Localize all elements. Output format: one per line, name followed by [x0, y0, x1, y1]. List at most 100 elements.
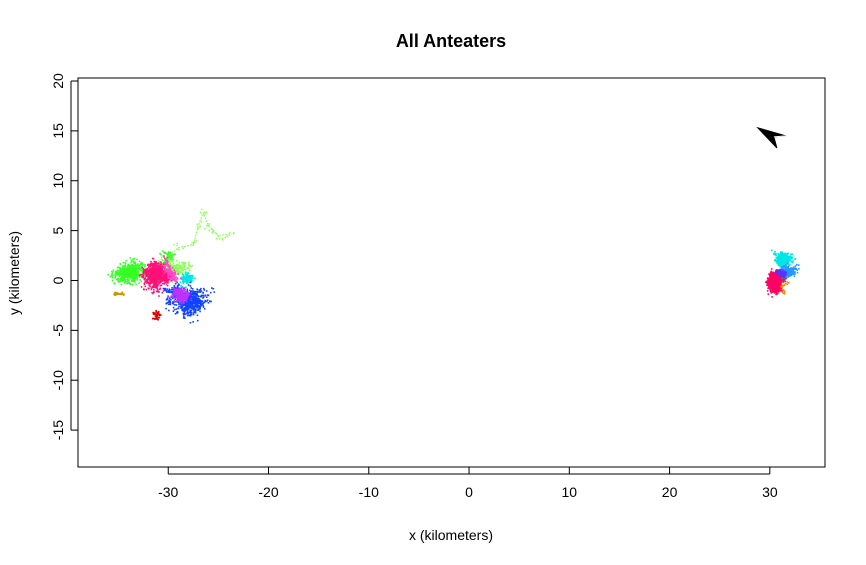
data-point	[130, 266, 133, 269]
data-point	[135, 273, 138, 275]
data-point	[161, 267, 163, 270]
data-point	[180, 270, 182, 273]
data-point	[120, 292, 123, 295]
data-point	[167, 280, 169, 282]
data-point	[153, 285, 155, 288]
data-point	[185, 291, 187, 294]
data-point	[189, 314, 192, 317]
data-point	[123, 281, 126, 284]
data-point	[176, 242, 178, 245]
data-point	[129, 282, 131, 285]
data-point	[784, 254, 787, 256]
data-point	[116, 273, 119, 275]
data-point	[153, 312, 156, 314]
data-point	[148, 279, 151, 281]
data-point	[169, 275, 171, 278]
data-point	[205, 290, 208, 292]
data-point	[776, 258, 779, 261]
data-point	[129, 257, 132, 259]
data-point	[196, 304, 199, 307]
data-point	[792, 273, 794, 276]
data-point	[181, 265, 183, 268]
data-point	[183, 265, 186, 268]
data-point	[136, 274, 138, 276]
data-point	[161, 273, 164, 276]
data-point	[139, 273, 141, 276]
data-point	[768, 286, 771, 289]
data-point	[123, 277, 126, 280]
data-point	[195, 308, 197, 311]
data-point	[779, 270, 781, 273]
data-point	[212, 230, 215, 232]
data-point	[134, 268, 136, 270]
data-point	[188, 293, 190, 296]
data-point	[178, 294, 180, 296]
data-point	[167, 303, 170, 306]
data-point	[128, 269, 131, 272]
data-point	[177, 299, 180, 302]
data-point	[771, 288, 773, 291]
data-point	[184, 292, 186, 295]
data-point	[153, 283, 156, 286]
data-point	[156, 268, 159, 271]
data-point	[119, 262, 122, 265]
data-point	[186, 291, 189, 294]
data-point	[166, 267, 169, 269]
data-point	[199, 295, 202, 298]
data-point	[146, 274, 148, 277]
data-point	[183, 287, 186, 289]
data-point	[150, 287, 153, 289]
data-point	[147, 275, 150, 277]
data-point	[157, 318, 159, 321]
data-point	[794, 265, 797, 267]
data-point	[124, 280, 127, 283]
data-point	[178, 305, 180, 308]
data-point	[187, 307, 190, 309]
data-point	[785, 270, 787, 272]
data-point	[774, 277, 776, 279]
data-point	[771, 249, 773, 252]
series-8	[113, 291, 125, 296]
data-point	[163, 251, 165, 254]
data-point	[154, 318, 156, 320]
data-point	[153, 270, 156, 273]
data-point	[155, 280, 157, 283]
data-point	[199, 310, 201, 313]
data-point	[111, 272, 113, 275]
data-point	[151, 276, 153, 279]
data-point	[178, 249, 180, 251]
data-point	[131, 283, 134, 286]
data-point	[155, 277, 158, 280]
data-point	[782, 277, 785, 279]
data-point	[125, 267, 127, 270]
data-point	[778, 270, 780, 272]
data-point	[163, 272, 166, 275]
data-point	[124, 262, 127, 265]
data-point	[200, 290, 203, 292]
data-point	[151, 270, 153, 272]
data-point	[174, 274, 176, 277]
data-point	[190, 311, 193, 314]
data-point	[181, 308, 183, 310]
data-point	[185, 303, 187, 305]
data-point	[183, 312, 186, 314]
data-point	[143, 265, 146, 268]
data-point	[152, 257, 155, 260]
data-point	[183, 307, 186, 310]
data-point	[157, 283, 160, 286]
data-point	[190, 307, 193, 309]
data-point	[136, 258, 138, 261]
data-point	[181, 261, 183, 264]
data-point	[156, 312, 159, 314]
data-point	[162, 287, 165, 290]
data-point	[792, 270, 795, 272]
data-point	[782, 255, 785, 257]
data-point	[155, 266, 158, 269]
data-point	[161, 291, 164, 294]
data-point	[196, 300, 199, 302]
data-point	[165, 277, 167, 279]
data-point	[786, 258, 789, 261]
data-point	[155, 316, 158, 319]
data-point	[190, 297, 192, 300]
data-point	[194, 311, 197, 313]
